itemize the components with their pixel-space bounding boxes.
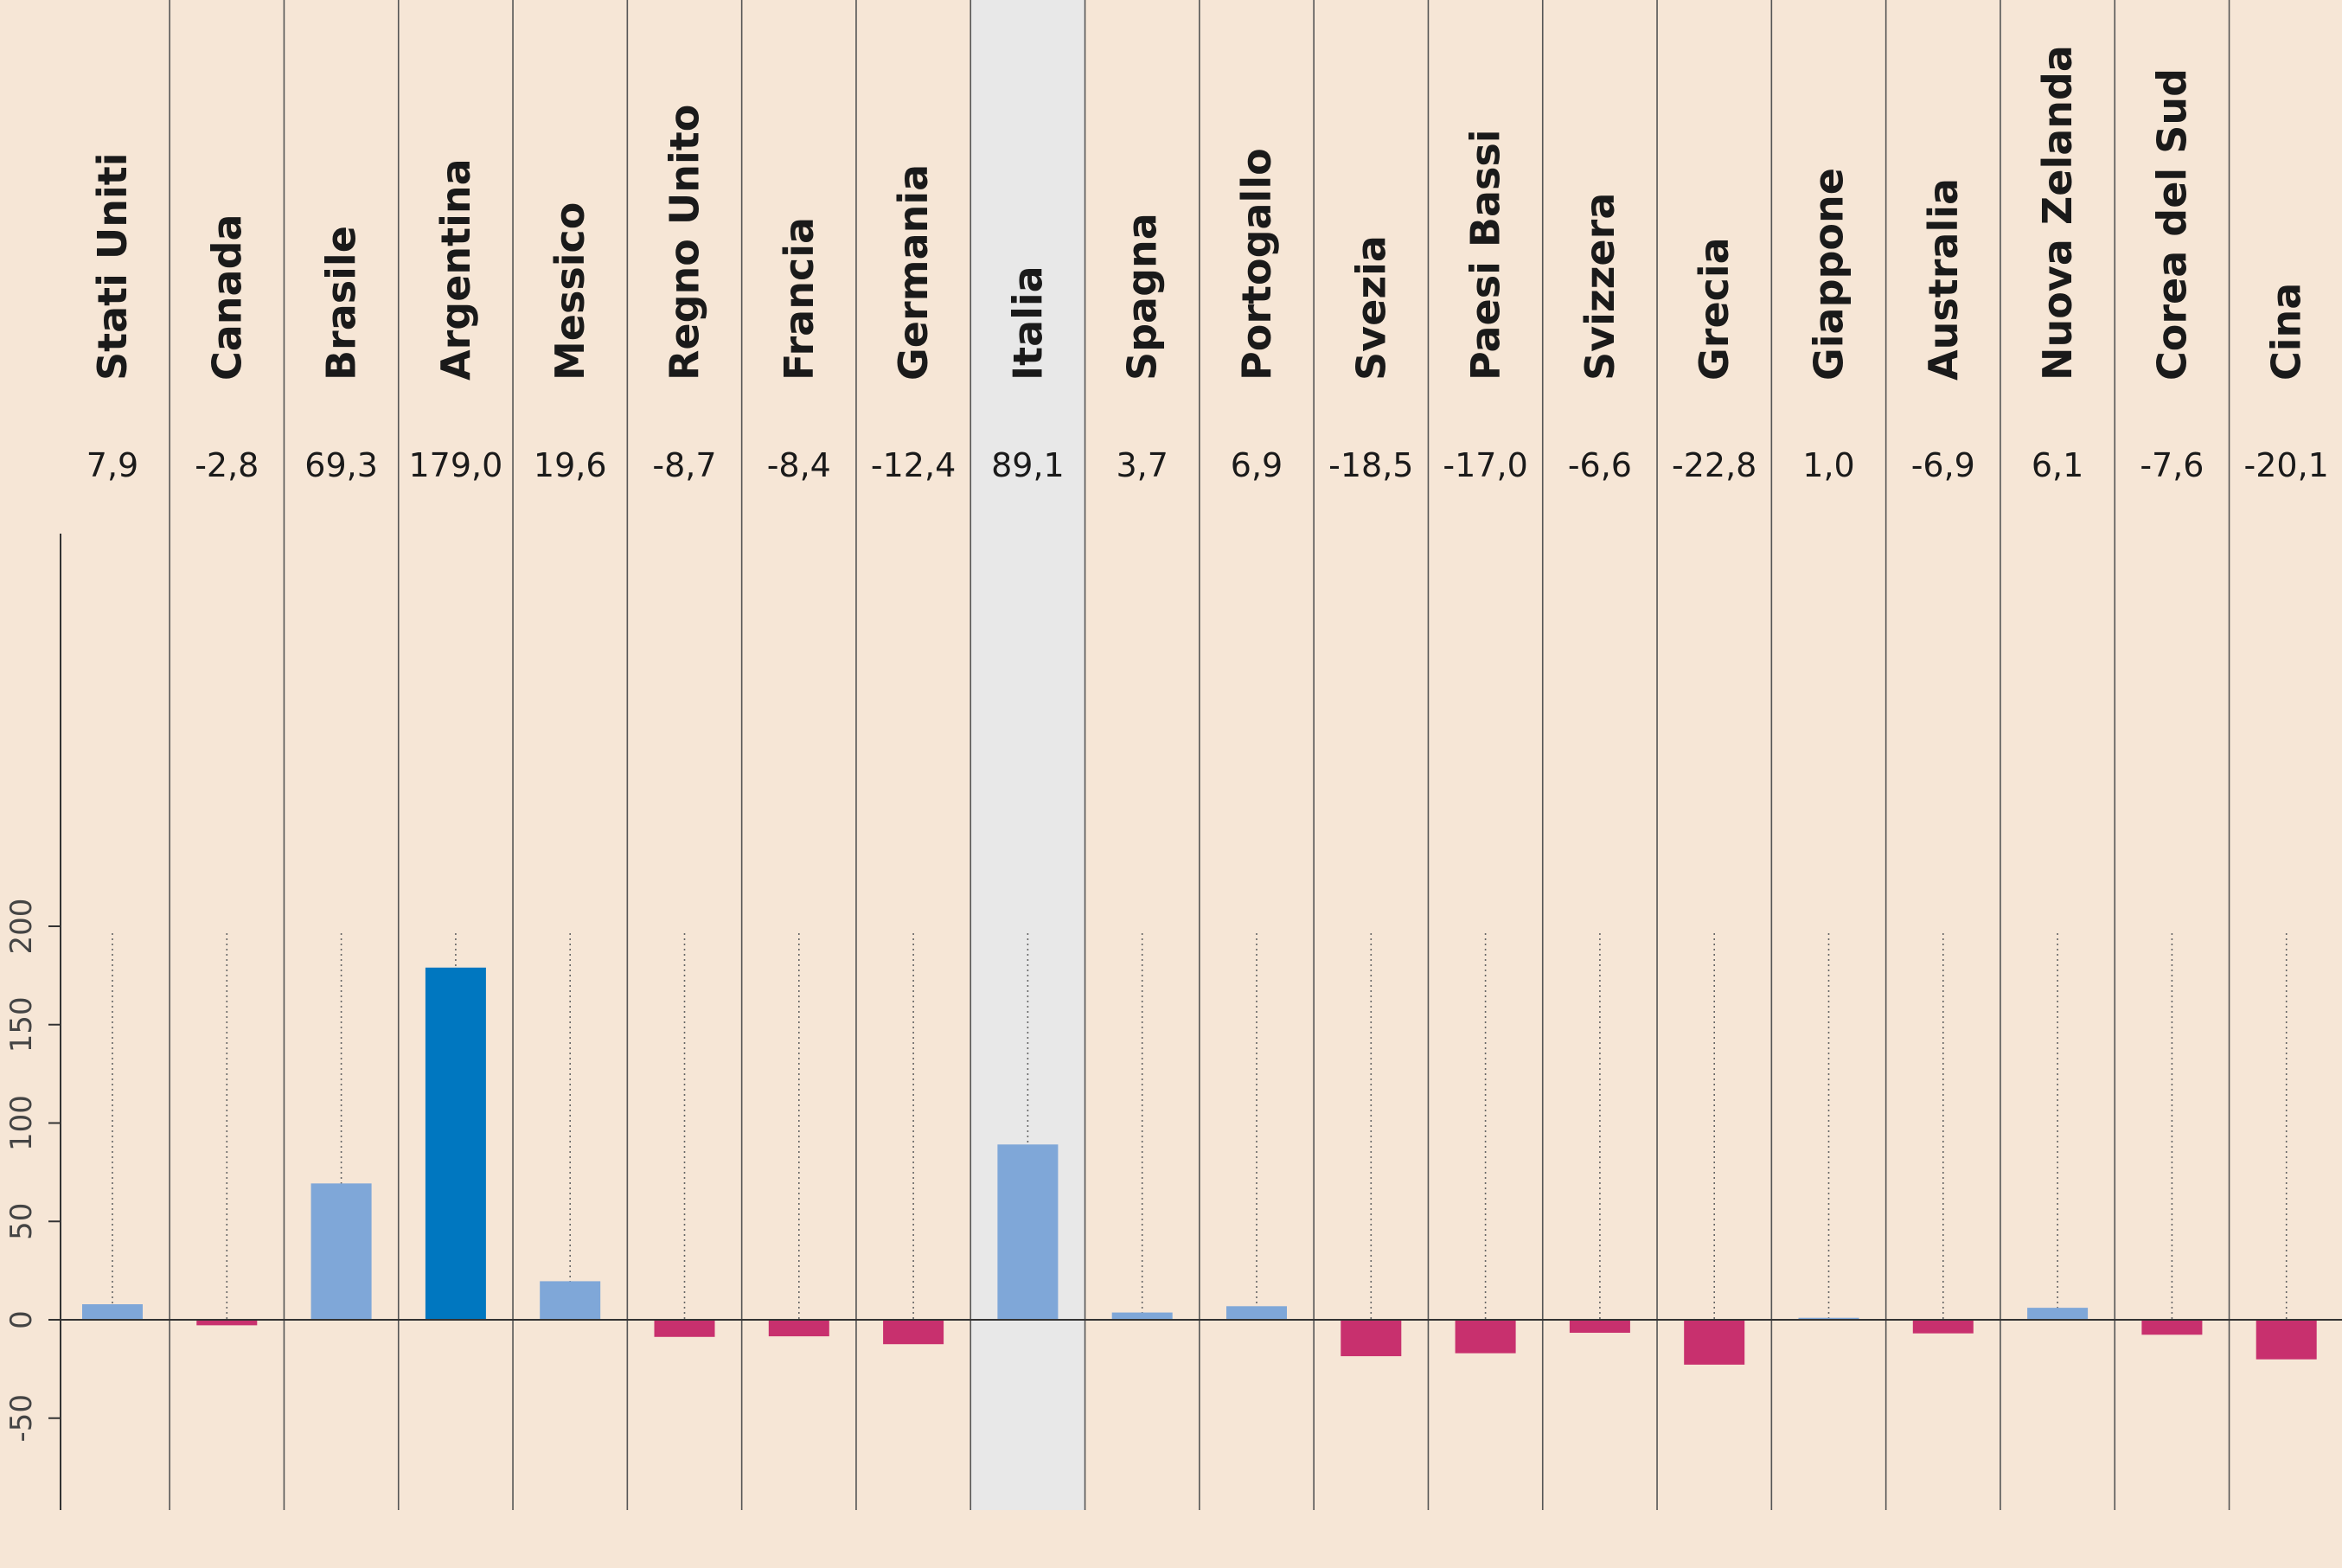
value-label-germania: -12,4 [871, 446, 956, 484]
y-tick-label: 0 [4, 1310, 39, 1329]
category-label-brasile: Brasile [318, 226, 365, 381]
bar-regno-unito [654, 1320, 715, 1337]
category-label-argentina: Argentina [432, 158, 479, 381]
category-label-spagna: Spagna [1119, 213, 1166, 381]
bar-grecia [1684, 1320, 1745, 1365]
category-label-portogallo: Portogallo [1233, 148, 1280, 381]
y-tick-label: 50 [4, 1203, 39, 1240]
y-axis: -50 0 50 100 150 200 [4, 534, 2342, 1510]
y-tick-label: 200 [4, 899, 39, 955]
bar-svizzera [1569, 1320, 1630, 1334]
y-tick-label: 100 [4, 1095, 39, 1151]
category-label-cina: Cina [2263, 283, 2310, 381]
bar-corea-del-sud [2141, 1320, 2203, 1335]
bar-paesi-bassi [1455, 1320, 1516, 1354]
value-label-portogallo: 6,9 [1231, 446, 1283, 484]
value-label-brasile: 69,3 [304, 446, 378, 484]
category-label-germania: Germania [890, 164, 937, 381]
bar-cina [2256, 1320, 2317, 1360]
category-label-svizzera: Svizzera [1577, 193, 1623, 381]
value-label-svezia: -18,5 [1328, 446, 1413, 484]
bar-australia [1912, 1320, 1974, 1334]
bar-argentina [425, 967, 486, 1320]
category-label-stati-uniti: Stati Uniti [89, 152, 136, 381]
bar-portogallo [1226, 1306, 1287, 1320]
bar-giappone [1798, 1317, 1859, 1320]
bars [82, 967, 2317, 1365]
value-label-stati-uniti: 7,9 [86, 446, 138, 484]
bar-italia [997, 1144, 1059, 1320]
value-label-paesi-bassi: -17,0 [1443, 446, 1527, 484]
value-label-francia: -8,4 [767, 446, 831, 484]
bar-francia [768, 1320, 829, 1337]
bar-messico [540, 1281, 601, 1320]
category-label-paesi-bassi: Paesi Bassi [1462, 129, 1509, 381]
bar-germania [883, 1320, 944, 1345]
category-label-regno-unito: Regno Unito [662, 105, 708, 381]
bar-spagna [1111, 1312, 1173, 1320]
bar-canada [196, 1320, 258, 1326]
bar-stati-uniti [82, 1304, 143, 1320]
value-label-spagna: 3,7 [1116, 446, 1168, 484]
value-label-italia: 89,1 [991, 446, 1065, 484]
value-label-giappone: 1,0 [1802, 446, 1854, 484]
value-label-messico: 19,6 [534, 446, 607, 484]
value-label-argentina: 179,0 [409, 446, 503, 484]
value-label-svizzera: -6,6 [1568, 446, 1632, 484]
labels: Stati Uniti 7,9 Canada -2,8 Brasile 69,3 Argen… [86, 45, 2329, 484]
category-label-corea-del-sud: Corea del Sud [2148, 68, 2195, 381]
value-label-regno-unito: -8,7 [652, 446, 716, 484]
category-label-grecia: Grecia [1691, 237, 1737, 381]
bar-svezia [1341, 1320, 1402, 1357]
y-tick-label: 150 [4, 996, 39, 1053]
category-label-nuova-zelanda: Nuova Zelanda [2034, 45, 2081, 381]
value-label-corea-del-sud: -7,6 [2140, 446, 2204, 484]
value-label-canada: -2,8 [195, 446, 259, 484]
category-label-giappone: Giappone [1806, 168, 1852, 381]
y-tick-label: -50 [4, 1394, 39, 1443]
value-label-grecia: -22,8 [1672, 446, 1756, 484]
category-label-messico: Messico [547, 202, 593, 381]
column-separators [169, 0, 2230, 1510]
category-label-australia: Australia [1920, 178, 1967, 381]
bar-brasile [310, 1183, 372, 1320]
category-label-francia: Francia [776, 217, 822, 381]
value-label-nuova-zelanda: 6,1 [2032, 446, 2083, 484]
value-label-cina: -20,1 [2244, 446, 2329, 484]
value-label-australia: -6,9 [1911, 446, 1975, 484]
category-label-italia: Italia [1004, 266, 1051, 381]
category-label-canada: Canada [203, 214, 250, 381]
bar-nuova-zelanda [2027, 1308, 2089, 1320]
category-label-svezia: Svezia [1347, 235, 1394, 381]
